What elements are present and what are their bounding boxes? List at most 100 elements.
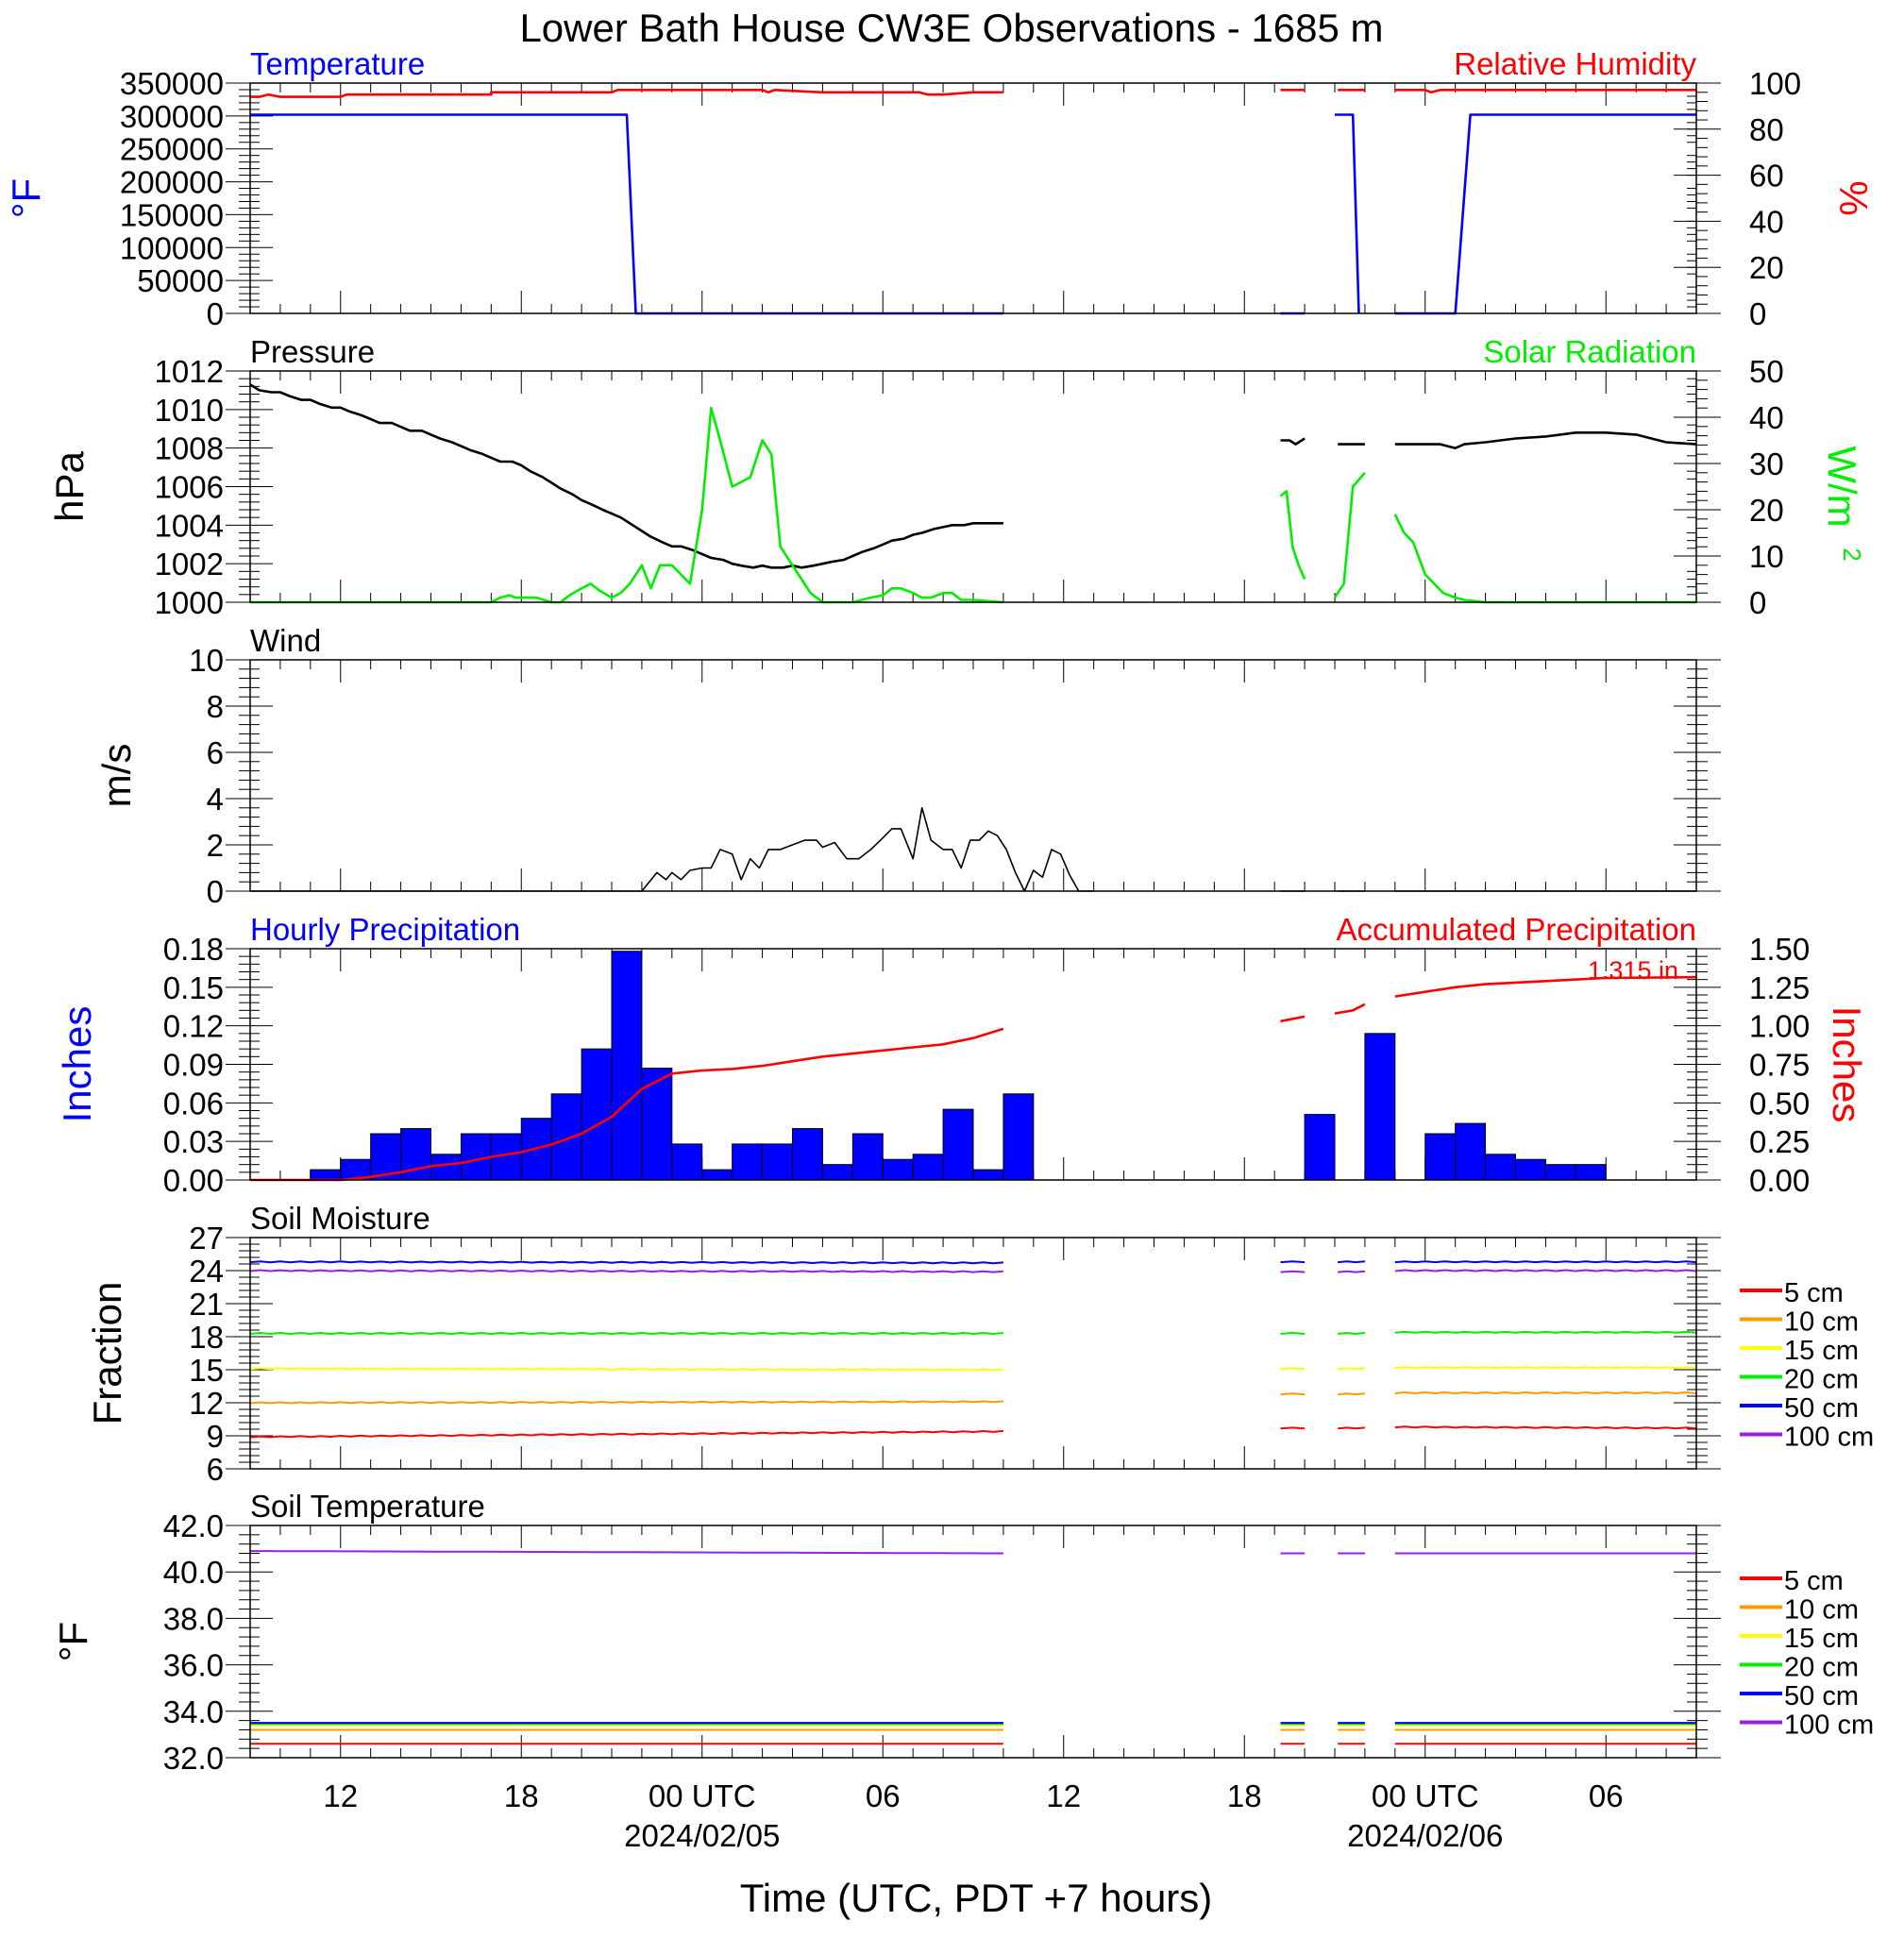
soil-line-15cm: [1394, 1366, 1697, 1370]
x-tick-label: 00 UTC: [649, 1778, 756, 1813]
y-tick-label: 8: [207, 689, 224, 724]
series-line-black: [250, 807, 1696, 892]
x-date-label: 2024/02/06: [1347, 1818, 1503, 1853]
soil-line-5cm: [249, 1429, 1003, 1439]
panel-precipitation: 0.00 0.030.060.09 0.12 0.150.18 0.00 0.250.50…: [55, 912, 1869, 1198]
y2-tick-label: 50: [1749, 354, 1784, 389]
soil-line-5cm: [1338, 1426, 1365, 1430]
y-tick-label: 0.00: [163, 1163, 224, 1198]
soil-line-20cm: [1338, 1332, 1366, 1335]
soil-line-5cm: [1280, 1426, 1306, 1430]
y-tick-label: 38.0: [163, 1601, 224, 1636]
y-tick-label: 24: [189, 1254, 224, 1289]
plot-frame: [249, 370, 1697, 603]
precip-bar: [882, 1158, 914, 1181]
legend-label: 5 cm: [1784, 1278, 1844, 1308]
legend-label: 10 cm: [1784, 1595, 1859, 1626]
panel-title-right: Relative Humidity: [1454, 46, 1696, 81]
y-tick-label: 0: [207, 296, 224, 331]
legend-label: 10 cm: [1784, 1307, 1859, 1338]
legend-label: 20 cm: [1784, 1653, 1859, 1683]
legend-label: 5 cm: [1784, 1566, 1844, 1596]
y2-tick-label: 1.50: [1749, 932, 1810, 967]
y-tick-label: 10: [189, 643, 224, 678]
precip-bar: [641, 1068, 673, 1181]
y2-axis-label: W/m: [1820, 446, 1864, 527]
y-tick-label: 2: [207, 828, 224, 863]
precip-bar: [762, 1143, 793, 1181]
legend-label: 15 cm: [1784, 1624, 1859, 1654]
y2-tick-label: 100: [1749, 66, 1801, 101]
y2-tick-label: 0.25: [1749, 1124, 1810, 1159]
y-tick-label: 150000: [120, 197, 224, 232]
series-line-green: [250, 406, 1696, 604]
y-tick-label: 15: [189, 1353, 224, 1388]
y2-tick-label: 40: [1749, 204, 1784, 239]
y-tick-label: 200000: [120, 165, 224, 200]
y2-tick-label: 80: [1749, 112, 1784, 147]
y-tick-label: 50000: [137, 263, 224, 298]
y-tick-label: 1010: [155, 393, 224, 428]
legend-label: 100 cm: [1784, 1423, 1874, 1453]
y2-axis-label-superscript: 2: [1838, 548, 1866, 561]
y-tick-label: 250000: [120, 132, 224, 167]
precip-bar: [821, 1164, 853, 1181]
soil-line-10cm: [1394, 1391, 1697, 1394]
y-tick-label: 0: [207, 874, 224, 909]
panel-temperature-rh: 0500001000001500002000002500003000003500…: [4, 46, 1876, 331]
soil-line-10cm: [1338, 1392, 1365, 1396]
y-tick-label: 40.0: [163, 1555, 224, 1590]
soil-line-15cm: [249, 1367, 1003, 1372]
soil-line-50cm: [1280, 1260, 1306, 1264]
y-tick-label: 12: [189, 1386, 224, 1421]
soil-line-20cm: [1394, 1330, 1697, 1334]
precip-bar: [550, 1093, 582, 1181]
soil-line-100cm: [249, 1269, 1003, 1273]
y-tick-label: 1008: [155, 431, 224, 466]
x-axis-label: Time (UTC, PDT +7 hours): [740, 1876, 1213, 1920]
precip-bar: [912, 1154, 944, 1181]
plot-frame: [249, 1237, 1697, 1470]
y-tick-label: 350000: [120, 66, 224, 101]
series-line-black: [249, 383, 1697, 569]
precip-bar: [1515, 1158, 1546, 1181]
y-tick-label: 9: [207, 1419, 224, 1454]
y-axis-label: hPa: [47, 450, 92, 521]
plot-frame: [249, 948, 1697, 1181]
y-axis-label: m/s: [94, 744, 139, 808]
x-tick-label: 00 UTC: [1372, 1778, 1479, 1813]
y-tick-label: 6: [207, 1452, 224, 1487]
series-line-red: [250, 89, 1696, 98]
soil-line-20cm: [1280, 1332, 1306, 1335]
panel-soil-temperature: 32.0 34.0 36.0 38.0 40.0 42.0 Soil Temperature…: [51, 1489, 1874, 1853]
precip-bar: [792, 1128, 823, 1181]
soil-line-5cm: [1394, 1425, 1697, 1430]
y2-axis-label: %: [1831, 180, 1876, 215]
precip-bar: [671, 1143, 703, 1181]
y-tick-label: 21: [189, 1287, 224, 1322]
soil-line-15cm: [1338, 1367, 1365, 1371]
y2-axis-label: Inches: [1825, 1006, 1869, 1123]
panel-title-left: Pressure: [250, 334, 375, 369]
soil-line-15cm: [1280, 1367, 1306, 1371]
y-axis-label: Inches: [55, 1006, 99, 1123]
legend-label: 50 cm: [1784, 1681, 1859, 1711]
precip-bar: [1304, 1114, 1336, 1181]
precip-bar: [1485, 1154, 1517, 1181]
y-tick-label: 1004: [155, 508, 224, 543]
precip-bar: [942, 1108, 974, 1181]
y-tick-label: 34.0: [163, 1694, 224, 1729]
panel-pressure-solar: 100010021004100610081010101201020304050P…: [47, 334, 1866, 620]
x-date-label: 2024/02/05: [624, 1818, 780, 1853]
precip-bar: [1003, 1093, 1035, 1181]
precip-bar: [851, 1133, 884, 1181]
total-precip-annotation: 1.315 in: [1588, 956, 1678, 985]
panel-title-left: Hourly Precipitation: [250, 912, 520, 947]
y-axis-label: °F: [4, 178, 48, 218]
soil-line-50cm: [1394, 1260, 1697, 1264]
panel-title-left: Wind: [250, 623, 321, 658]
y2-tick-label: 1.25: [1749, 970, 1810, 1005]
precip-bar: [581, 1048, 613, 1181]
